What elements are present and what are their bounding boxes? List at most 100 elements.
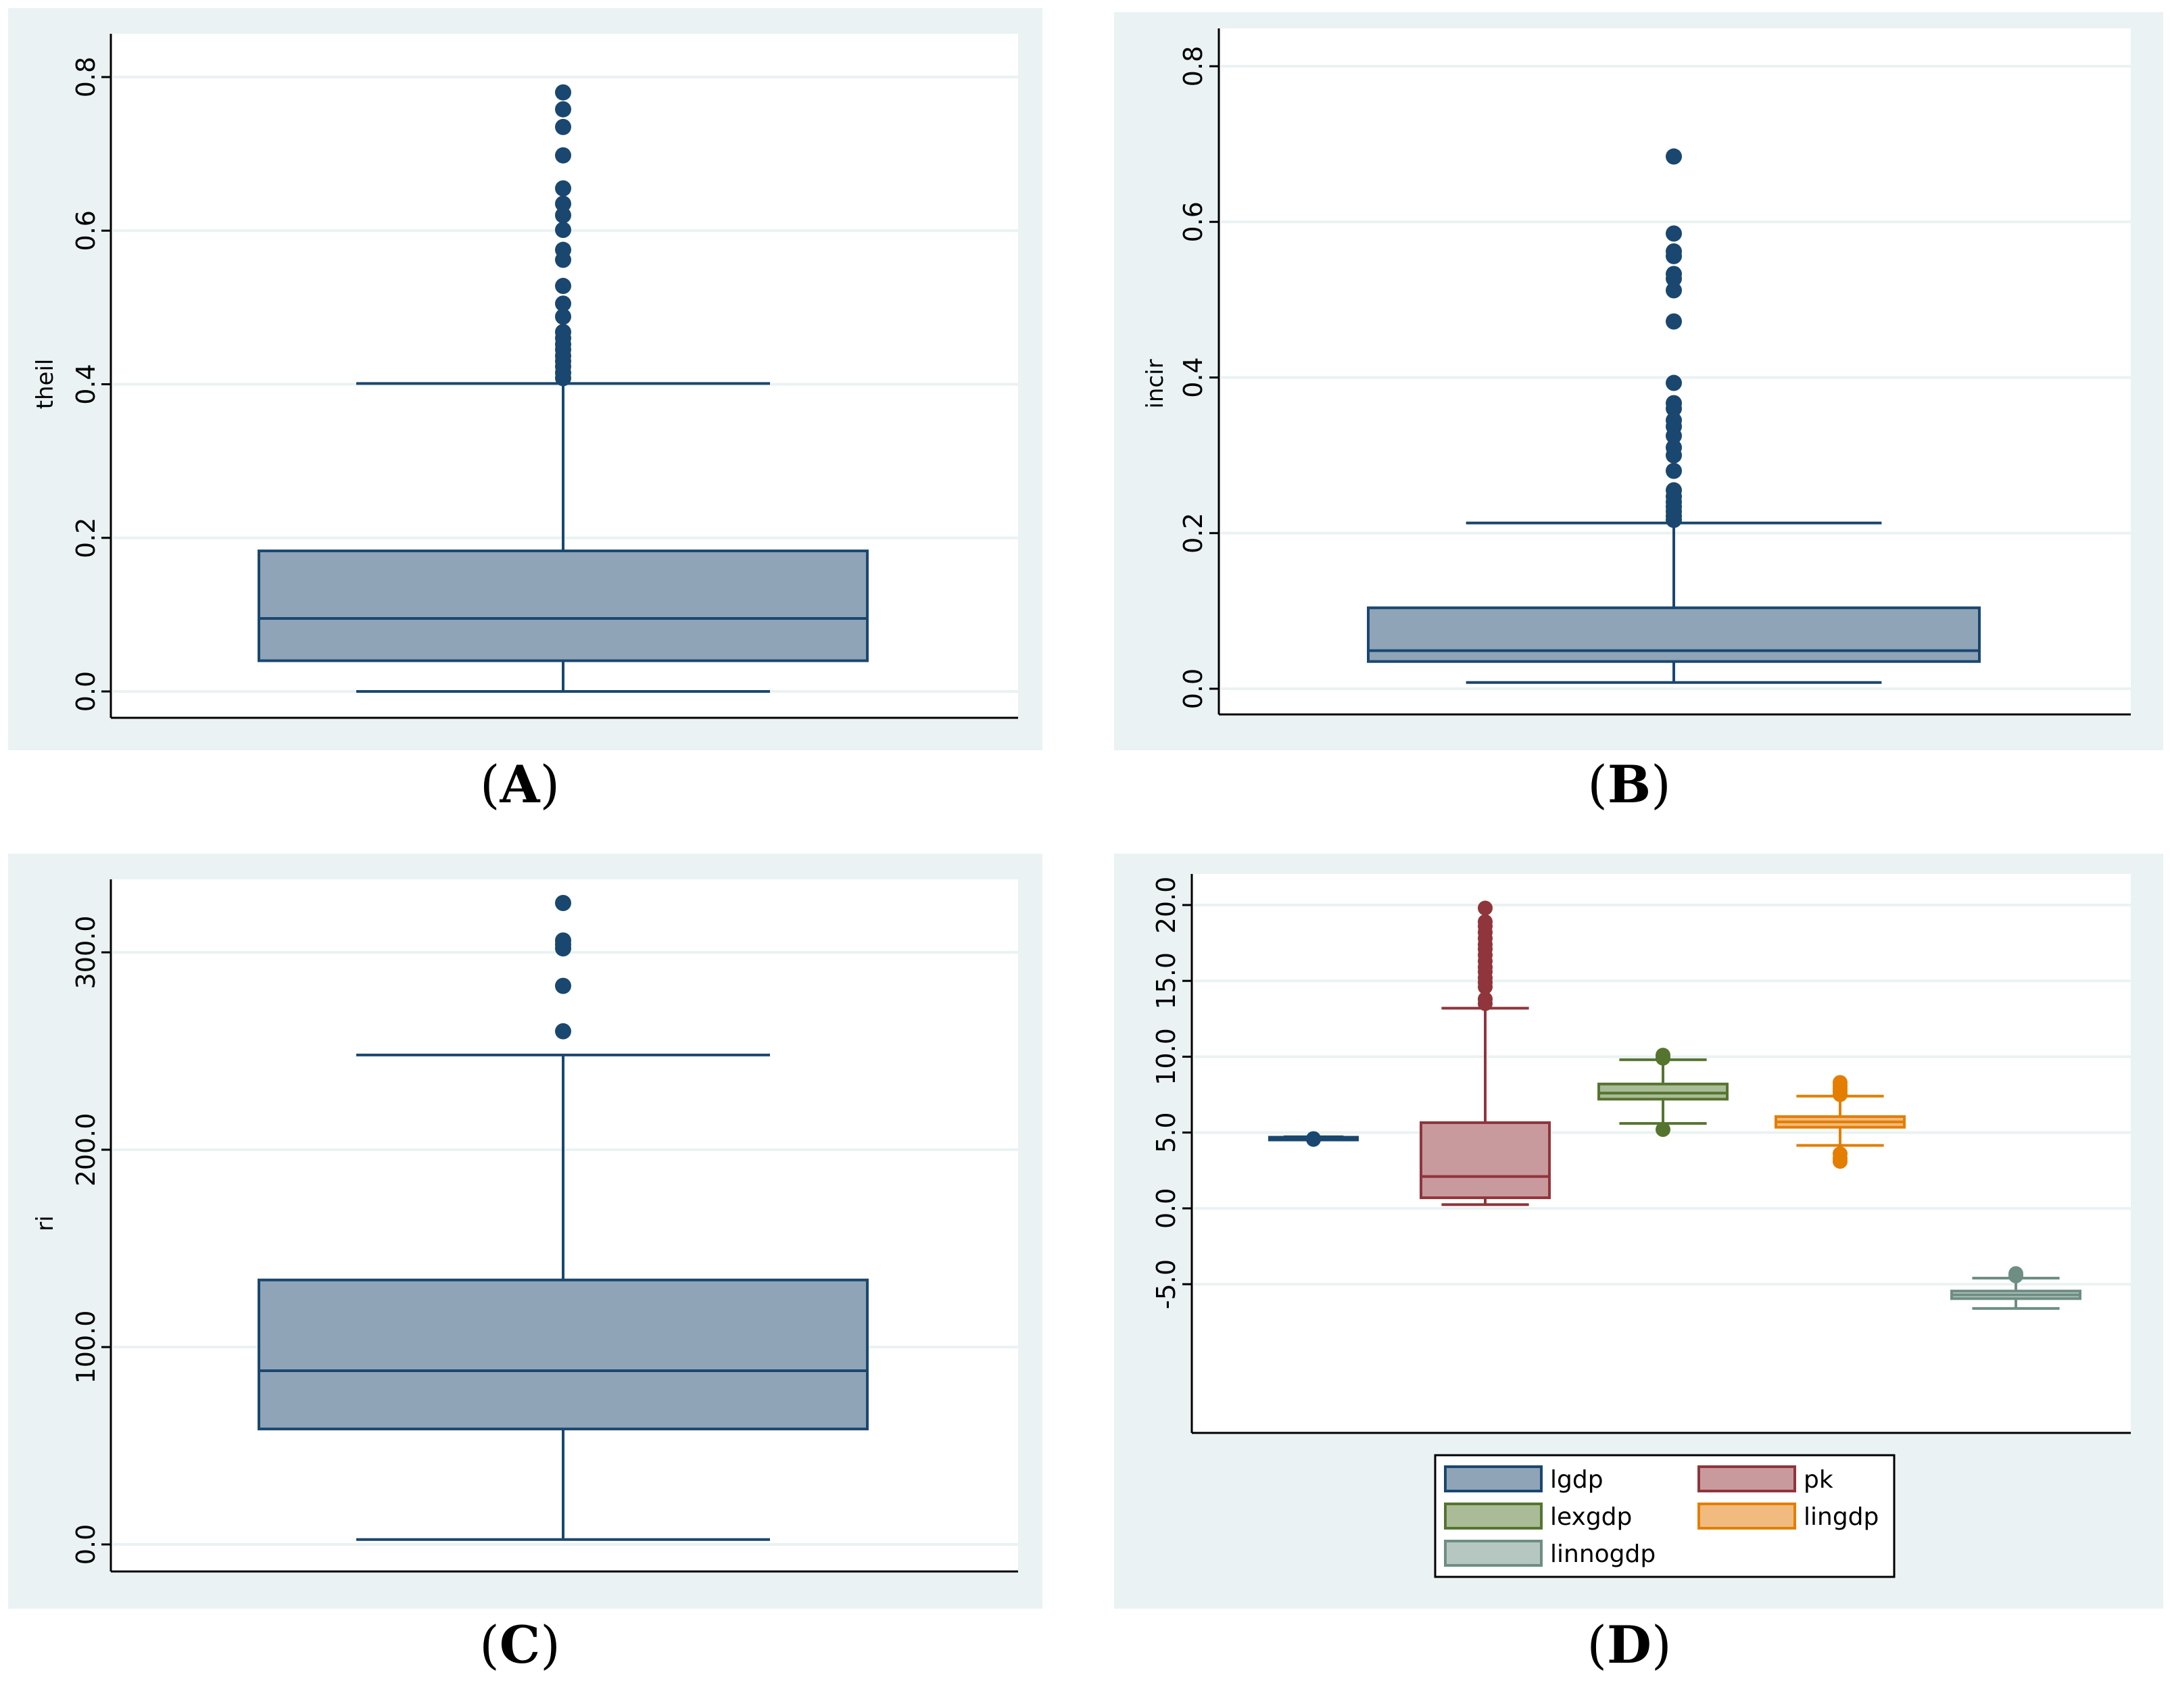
caption-close-paren: ) bbox=[539, 754, 560, 814]
caption-close-paren: ) bbox=[1651, 754, 1671, 814]
outlier-point bbox=[555, 101, 571, 118]
y-tick-label: 0.4 bbox=[71, 364, 101, 404]
y-tick-label: 0.2 bbox=[1178, 513, 1208, 554]
y-tick-label: -5.0 bbox=[1151, 1259, 1181, 1309]
legend-label: lgdp bbox=[1550, 1466, 1604, 1494]
y-tick-label: 100.0 bbox=[71, 1311, 101, 1384]
y-axis-label: theil bbox=[32, 359, 59, 410]
outlier-point bbox=[1666, 266, 1682, 283]
legend-swatch bbox=[1697, 1465, 1796, 1492]
caption-open-paren: ( bbox=[479, 1615, 500, 1675]
y-tick-label: 200.0 bbox=[71, 1113, 101, 1187]
legend-label: pk bbox=[1804, 1466, 1833, 1494]
iqr-box bbox=[1367, 606, 1981, 663]
box-lexgdp bbox=[1597, 1048, 1729, 1138]
y-tick-label: 0.0 bbox=[1178, 668, 1208, 709]
caption-letter: C bbox=[500, 1615, 541, 1675]
panel-C: 0.0 100.0 200.0 300.0 ri (C) bbox=[8, 854, 1042, 1675]
iqr-box bbox=[1597, 1082, 1729, 1101]
y-tick-label: 300.0 bbox=[71, 916, 101, 990]
y-tick-label: 0.2 bbox=[71, 518, 101, 558]
outlier-point bbox=[1833, 1075, 1848, 1090]
panel-D: -5.0 0.0 5.0 10.0 15.0 20.0 (D) lgdp pk lexgdp lin… bbox=[1114, 854, 2163, 1675]
legend-item-linnogdp: linnogdp bbox=[1444, 1540, 1656, 1568]
panel-caption: (D) bbox=[1587, 1615, 1671, 1675]
outlier-point bbox=[1666, 243, 1682, 260]
y-tick-label: 0.6 bbox=[71, 210, 101, 251]
outlier-point bbox=[555, 222, 571, 239]
outlier-point bbox=[1666, 462, 1682, 479]
outlier-point bbox=[1666, 439, 1682, 456]
outlier-point bbox=[555, 207, 571, 224]
panel-caption: (A) bbox=[480, 754, 560, 814]
legend-item-lgdp: lgdp bbox=[1444, 1465, 1604, 1494]
legend-swatch bbox=[1444, 1540, 1543, 1567]
y-tick-label: 0.0 bbox=[1151, 1188, 1181, 1229]
y-tick-label: 15.0 bbox=[1151, 952, 1181, 1010]
caption-close-paren: ) bbox=[1651, 1615, 1672, 1675]
outlier-point bbox=[1666, 482, 1682, 499]
caption-open-paren: ( bbox=[1587, 1615, 1607, 1675]
legend-label: lingdp bbox=[1804, 1503, 1879, 1531]
outlier-point bbox=[1478, 900, 1493, 916]
box-lingdp bbox=[1775, 1075, 1906, 1169]
caption-letter: B bbox=[1608, 754, 1651, 814]
outlier-point bbox=[1666, 148, 1682, 165]
caption-open-paren: ( bbox=[1587, 754, 1608, 814]
outlier-point bbox=[555, 118, 571, 135]
outlier-point bbox=[555, 147, 571, 164]
y-tick-label: 0.0 bbox=[71, 671, 101, 712]
legend-swatch bbox=[1444, 1503, 1543, 1530]
legend-label: lexgdp bbox=[1550, 1503, 1632, 1531]
outlier-point bbox=[555, 241, 571, 258]
outlier-point bbox=[1656, 1122, 1670, 1138]
iqr-box bbox=[258, 550, 869, 662]
y-tick-label: 0.8 bbox=[71, 57, 101, 97]
outlier-point bbox=[555, 932, 571, 949]
caption-open-paren: ( bbox=[480, 754, 500, 814]
outlier-point bbox=[1666, 313, 1682, 330]
legend: lgdp pk lexgdp lingdp linnogdp bbox=[1434, 1454, 1896, 1578]
plot-area bbox=[1192, 874, 2131, 1433]
panel-caption: (C) bbox=[479, 1615, 560, 1675]
caption-letter: D bbox=[1607, 1615, 1651, 1675]
outlier-point bbox=[555, 324, 571, 341]
outlier-point bbox=[2008, 1266, 2023, 1282]
outlier-point bbox=[1833, 1146, 1848, 1162]
box-pk bbox=[1420, 900, 1551, 1206]
outlier-point bbox=[1306, 1131, 1321, 1146]
box-incir bbox=[1367, 148, 1981, 684]
y-tick-label: 20.0 bbox=[1151, 877, 1181, 934]
outlier-point bbox=[555, 84, 571, 101]
outlier-point bbox=[1666, 374, 1682, 391]
legend-item-lexgdp: lexgdp bbox=[1444, 1503, 1632, 1531]
legend-label: linnogdp bbox=[1550, 1540, 1656, 1568]
legend-swatch bbox=[1444, 1465, 1543, 1492]
panel-B: 0.0 0.2 0.4 0.6 0.8 incir (B) bbox=[1114, 12, 2163, 814]
outlier-point bbox=[555, 295, 571, 312]
panel-caption: (B) bbox=[1587, 754, 1671, 814]
y-axis-label: ri bbox=[32, 1215, 59, 1231]
outlier-point bbox=[555, 180, 571, 197]
box-lgdp bbox=[1268, 1131, 1359, 1147]
outlier-point bbox=[1478, 914, 1493, 929]
iqr-box bbox=[258, 1278, 869, 1431]
y-tick-label: 0.6 bbox=[1178, 201, 1208, 242]
y-tick-label: 10.0 bbox=[1151, 1028, 1181, 1085]
box-ri bbox=[258, 895, 869, 1541]
outlier-point bbox=[555, 1023, 571, 1040]
outlier-point bbox=[1666, 282, 1682, 299]
legend-item-pk: pk bbox=[1697, 1465, 1833, 1494]
caption-letter: A bbox=[500, 754, 541, 814]
box-theil bbox=[258, 84, 869, 693]
box-linnogdp bbox=[1950, 1266, 2081, 1310]
y-axis-label: incir bbox=[1142, 359, 1169, 408]
panel-A: 0.0 0.2 0.4 0.6 0.8 theil (A) bbox=[8, 8, 1042, 814]
outlier-point bbox=[1656, 1048, 1670, 1063]
outlier-point bbox=[555, 977, 571, 994]
outlier-point bbox=[1666, 395, 1682, 412]
y-tick-label: 0.4 bbox=[1178, 357, 1208, 397]
outlier-point bbox=[1666, 412, 1682, 429]
outlier-point bbox=[555, 308, 571, 325]
